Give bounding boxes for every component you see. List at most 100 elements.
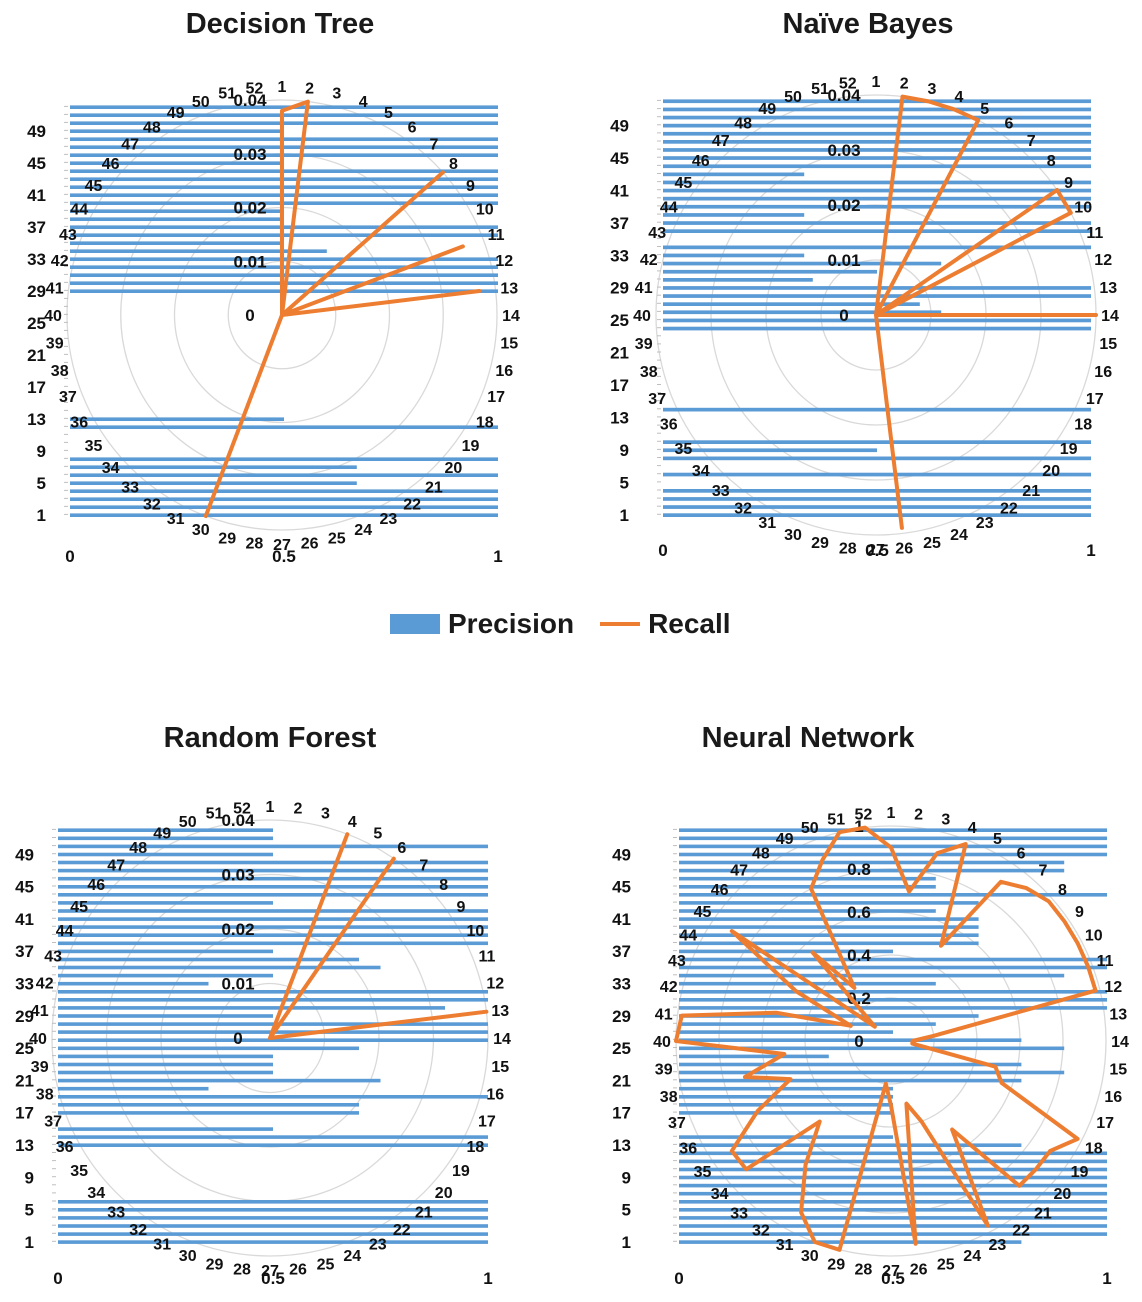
- radar-category-label: 33: [730, 1205, 748, 1222]
- radar-category-label: 40: [29, 1031, 47, 1048]
- radar-tick-label: 0.02: [221, 920, 254, 939]
- precision-bar: [679, 990, 1107, 994]
- radar-category-label: 38: [660, 1089, 678, 1106]
- radar-tick-label: 0.02: [827, 196, 860, 215]
- radar-category-label: 18: [467, 1139, 485, 1156]
- precision-bar: [58, 1078, 381, 1083]
- precision-bar: [679, 998, 1107, 1002]
- precision-bar: [663, 261, 942, 266]
- precision-bar: [70, 241, 284, 245]
- precision-bar: [679, 933, 979, 937]
- precision-bar: [58, 852, 273, 857]
- radar-category-label: 5: [373, 826, 382, 843]
- radar-category-label: 42: [660, 979, 678, 996]
- bar-category-label: 45: [610, 149, 629, 168]
- chart-panel-0: Decision Tree 1 5 9 13 17 21 25 29 33 37 41 45 49 0 0.5…: [0, 0, 571, 580]
- precision-bar: [679, 1143, 1022, 1147]
- radar-category-label: 30: [784, 527, 802, 544]
- radar-category-label: 39: [46, 336, 64, 353]
- radar-category-label: 50: [192, 94, 210, 111]
- radar-category-label: 27: [867, 542, 885, 559]
- radar-category-label: 3: [321, 806, 330, 823]
- precision-bar: [70, 457, 498, 461]
- radar-category-label: 37: [44, 1113, 62, 1130]
- legend-precision: Precision: [390, 608, 574, 640]
- radar-category-label: 5: [993, 831, 1002, 848]
- precision-bar: [679, 828, 1107, 832]
- radar-category-label: 50: [801, 820, 819, 837]
- radar-category-label: 5: [980, 101, 989, 118]
- precision-bar: [58, 1111, 359, 1115]
- radar-category-label: 41: [46, 280, 64, 297]
- radar-category-label: 7: [419, 857, 428, 874]
- recall-line: [268, 832, 489, 1040]
- precision-bar: [70, 481, 357, 485]
- radar-category-label: 30: [179, 1248, 197, 1265]
- radar-category-label: 28: [233, 1261, 251, 1278]
- precision-bar: [663, 229, 1091, 233]
- radar-category-label: 41: [635, 280, 653, 297]
- radar-tick-label: 0.04: [827, 86, 861, 105]
- radar-category-label: 1: [887, 805, 896, 822]
- precision-bar: [58, 1046, 359, 1051]
- radar-category-label: 44: [660, 199, 678, 216]
- chart-panel-2: Random Forest 1 5 9 13 17 21 25 29 33 37 41 45 49 0 0.5…: [0, 722, 571, 1302]
- radar-category-label: 17: [1086, 391, 1104, 408]
- bar-category-label: 5: [25, 1201, 34, 1220]
- bar-axis-label: 1: [1102, 1269, 1111, 1288]
- precision-bar: [58, 933, 488, 937]
- radar-category-label: 48: [734, 115, 752, 132]
- bar-axis-label: 1: [1086, 541, 1095, 560]
- radar-category-label: 23: [369, 1236, 387, 1253]
- radar-category-label: 24: [343, 1248, 361, 1265]
- precision-bar: [58, 965, 381, 970]
- radar-category-label: 17: [487, 389, 505, 406]
- bar-axis-label: 0: [658, 541, 667, 560]
- precision-bar: [679, 1014, 979, 1018]
- precision-bar: [58, 957, 359, 962]
- precision-bar: [679, 1167, 1107, 1172]
- radar-category-label: 37: [59, 389, 77, 406]
- radar-category-label: 39: [31, 1059, 49, 1076]
- precision-bar: [58, 844, 488, 849]
- radar-category-label: 6: [1017, 846, 1026, 863]
- bar-category-label: 17: [612, 1104, 631, 1123]
- radar-category-label: 47: [121, 137, 139, 154]
- precision-bar: [663, 196, 1091, 201]
- precision-bar: [58, 1232, 488, 1236]
- precision-bar: [679, 1030, 893, 1034]
- radar-category-label: 43: [668, 953, 686, 970]
- bar-category-label: 49: [15, 845, 34, 864]
- radar-category-label: 50: [784, 89, 802, 106]
- precision-bar: [58, 998, 488, 1002]
- precision-bar: [58, 1224, 488, 1228]
- radar-category-label: 26: [910, 1261, 928, 1278]
- radar-category-label: 52: [246, 81, 264, 98]
- radar-category-label: 12: [486, 976, 504, 993]
- precision-bar: [679, 1006, 1107, 1010]
- radar-category-label: 19: [1071, 1164, 1089, 1181]
- precision-bar: [679, 1175, 1107, 1180]
- radar-category-label: 17: [1096, 1115, 1114, 1132]
- chart-title: Neural Network: [701, 722, 915, 754]
- radar-category-label: 43: [44, 949, 62, 966]
- radar-category-label: 42: [640, 252, 658, 269]
- bar-category-label: 49: [610, 116, 629, 135]
- radar-category-label: 35: [85, 438, 103, 455]
- radar-category-label: 16: [495, 363, 513, 380]
- precision-bar: [70, 209, 284, 213]
- radar-category-label: 18: [476, 414, 494, 431]
- radar-category-label: 37: [648, 391, 666, 408]
- radar-category-label: 4: [955, 89, 964, 106]
- radar-category-label: 20: [1054, 1186, 1072, 1203]
- radar-category-label: 47: [712, 133, 730, 150]
- precision-bar: [58, 941, 488, 946]
- radar-category-label: 25: [317, 1256, 335, 1273]
- radar-category-label: 15: [491, 1059, 509, 1076]
- bar-category-label: 25: [27, 314, 46, 333]
- precision-bar: [58, 868, 488, 873]
- radar-category-label: 43: [59, 227, 77, 244]
- bar-category-label: 33: [612, 975, 631, 994]
- precision-bar: [70, 513, 498, 517]
- radar-category-label: 8: [449, 156, 458, 173]
